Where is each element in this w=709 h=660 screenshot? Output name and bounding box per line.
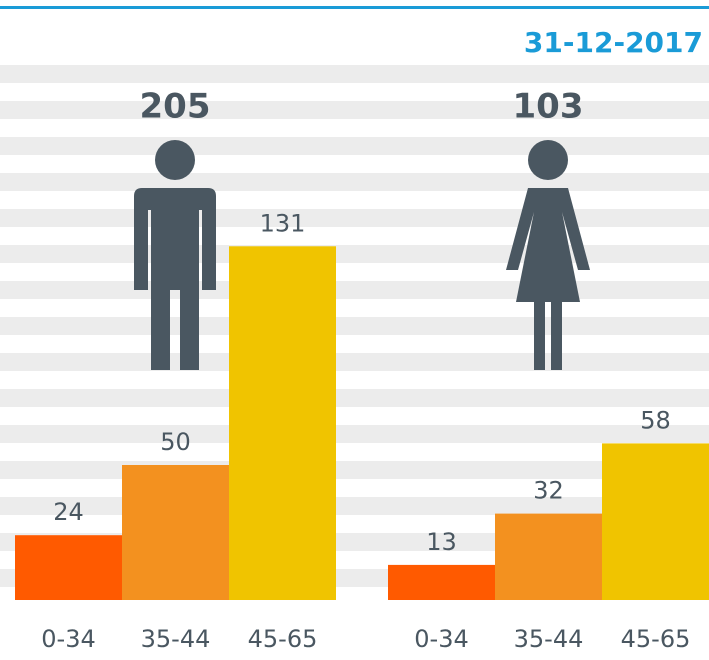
category-label: 35-44 [514,625,584,653]
stripe [0,425,709,443]
bar [495,513,602,600]
female-icon [506,140,590,370]
stripe [0,101,709,119]
chart-title: 31-12-2017 [524,26,703,59]
value-label: 50 [160,428,191,456]
category-label: 0-34 [41,625,95,653]
category-label: 45-65 [621,625,691,653]
category-label: 35-44 [141,625,211,653]
category-label: 0-34 [414,625,468,653]
stripe [0,317,709,335]
stripe [0,281,709,299]
bar [229,246,336,601]
stripe [0,209,709,227]
category-label: 45-65 [248,625,318,653]
value-label: 24 [53,498,84,526]
value-label: 13 [426,528,457,556]
bar [388,564,495,600]
bar [15,535,122,600]
value-label: 32 [533,477,564,505]
group-total: 103 [513,87,584,127]
bar [122,465,229,600]
stripe [0,245,709,263]
value-label: 58 [640,406,671,434]
group-total: 205 [140,87,211,127]
stripe [0,173,709,191]
top-rule [0,6,709,9]
stripe [0,389,709,407]
stripe [0,65,709,83]
male-icon [134,140,216,370]
stripe [0,137,709,155]
bar [602,443,709,600]
value-label: 131 [260,209,306,237]
stripe [0,353,709,371]
